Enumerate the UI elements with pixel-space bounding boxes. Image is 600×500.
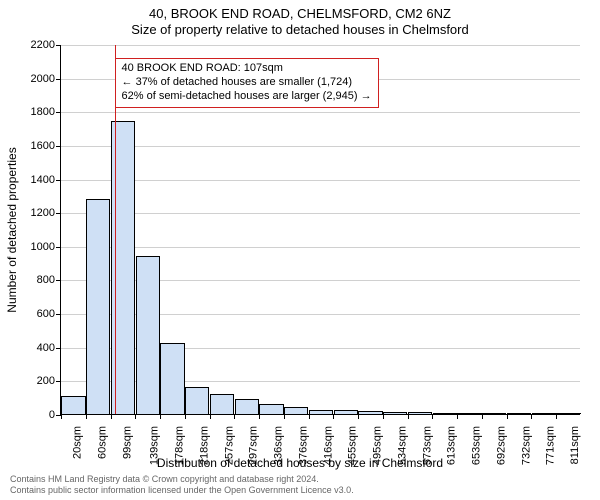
x-tick-mark (531, 414, 532, 419)
histogram-bar (185, 387, 209, 414)
y-tick-label: 800 (37, 274, 55, 286)
y-tick-label: 2200 (31, 39, 55, 51)
gridline (61, 112, 580, 113)
x-tick-mark (358, 414, 359, 419)
x-tick-mark (482, 414, 483, 419)
histogram-bar (383, 412, 407, 414)
gridline (61, 247, 580, 248)
x-tick-label: 99sqm (121, 426, 133, 459)
y-tick-mark (56, 112, 61, 113)
footer-line2: Contains public sector information licen… (10, 485, 354, 496)
gridline (61, 180, 580, 181)
histogram-bar (86, 199, 110, 414)
y-tick-mark (56, 247, 61, 248)
annotation-line1: 40 BROOK END ROAD: 107sqm (122, 62, 372, 76)
histogram-bar (210, 394, 234, 414)
histogram-bar (334, 410, 358, 414)
x-tick-mark (556, 414, 557, 419)
histogram-bar (160, 343, 184, 414)
histogram-bar (532, 413, 556, 414)
histogram-bar (408, 412, 432, 414)
x-tick-mark (309, 414, 310, 419)
histogram-bar (111, 121, 135, 414)
footer-line1: Contains HM Land Registry data © Crown c… (10, 474, 354, 485)
y-tick-mark (56, 146, 61, 147)
chart-title-line1: 40, BROOK END ROAD, CHELMSFORD, CM2 6NZ (0, 6, 600, 21)
annotation-box: 40 BROOK END ROAD: 107sqm← 37% of detach… (115, 58, 379, 107)
gridline (61, 146, 580, 147)
histogram-bar (433, 413, 457, 414)
x-tick-mark (432, 414, 433, 419)
x-tick-label: 20sqm (72, 426, 84, 459)
histogram-bar (284, 407, 308, 414)
y-axis-label: Number of detached properties (5, 147, 19, 312)
x-tick-mark (507, 414, 508, 419)
chart-title-line2: Size of property relative to detached ho… (0, 22, 600, 37)
annotation-line2: ← 37% of detached houses are smaller (1,… (122, 76, 372, 90)
gridline (61, 45, 580, 46)
y-tick-label: 1800 (31, 106, 55, 118)
histogram-bar (61, 396, 85, 415)
x-tick-mark (259, 414, 260, 419)
x-tick-mark (457, 414, 458, 419)
y-tick-mark (56, 79, 61, 80)
y-tick-mark (56, 381, 61, 382)
y-tick-mark (56, 213, 61, 214)
x-tick-mark (86, 414, 87, 419)
x-tick-mark (408, 414, 409, 419)
x-tick-mark (160, 414, 161, 419)
x-axis-label: Distribution of detached houses by size … (0, 456, 600, 470)
histogram-bar (482, 413, 506, 414)
y-tick-mark (56, 280, 61, 281)
gridline (61, 213, 580, 214)
x-tick-mark (333, 414, 334, 419)
x-tick-mark (210, 414, 211, 419)
x-tick-mark (135, 414, 136, 419)
y-tick-label: 1600 (31, 140, 55, 152)
y-tick-label: 2000 (31, 73, 55, 85)
histogram-bar (556, 413, 580, 414)
plot-area: 0200400600800100012001400160018002000220… (60, 45, 580, 415)
histogram-bar (457, 413, 481, 414)
y-tick-label: 1400 (31, 174, 55, 186)
x-tick-mark (383, 414, 384, 419)
y-tick-label: 0 (49, 409, 55, 421)
y-tick-mark (56, 180, 61, 181)
x-tick-mark (185, 414, 186, 419)
histogram-bar (309, 410, 333, 414)
histogram-bar (136, 256, 160, 414)
x-tick-mark (284, 414, 285, 419)
y-tick-mark (56, 45, 61, 46)
histogram-bar (358, 411, 382, 414)
histogram-bar (235, 399, 259, 414)
y-tick-label: 200 (37, 375, 55, 387)
y-tick-label: 400 (37, 342, 55, 354)
annotation-line3: 62% of semi-detached houses are larger (… (122, 90, 372, 104)
y-tick-label: 1000 (31, 241, 55, 253)
x-tick-mark (61, 414, 62, 419)
footer-attribution: Contains HM Land Registry data © Crown c… (10, 474, 354, 496)
y-tick-mark (56, 348, 61, 349)
y-tick-label: 1200 (31, 207, 55, 219)
chart-container: 40, BROOK END ROAD, CHELMSFORD, CM2 6NZ … (0, 0, 600, 500)
x-tick-mark (234, 414, 235, 419)
x-tick-label: 60sqm (96, 426, 108, 459)
histogram-bar (259, 404, 283, 414)
x-tick-mark (111, 414, 112, 419)
y-tick-label: 600 (37, 308, 55, 320)
histogram-bar (507, 413, 531, 414)
y-tick-mark (56, 314, 61, 315)
